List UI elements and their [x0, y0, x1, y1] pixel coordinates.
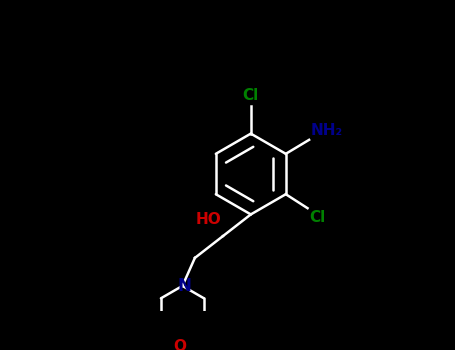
Text: N: N: [177, 277, 191, 295]
Text: Cl: Cl: [309, 210, 325, 225]
Text: HO: HO: [196, 212, 221, 227]
Text: NH₂: NH₂: [311, 123, 343, 138]
Text: O: O: [173, 339, 186, 350]
Text: Cl: Cl: [243, 88, 259, 103]
